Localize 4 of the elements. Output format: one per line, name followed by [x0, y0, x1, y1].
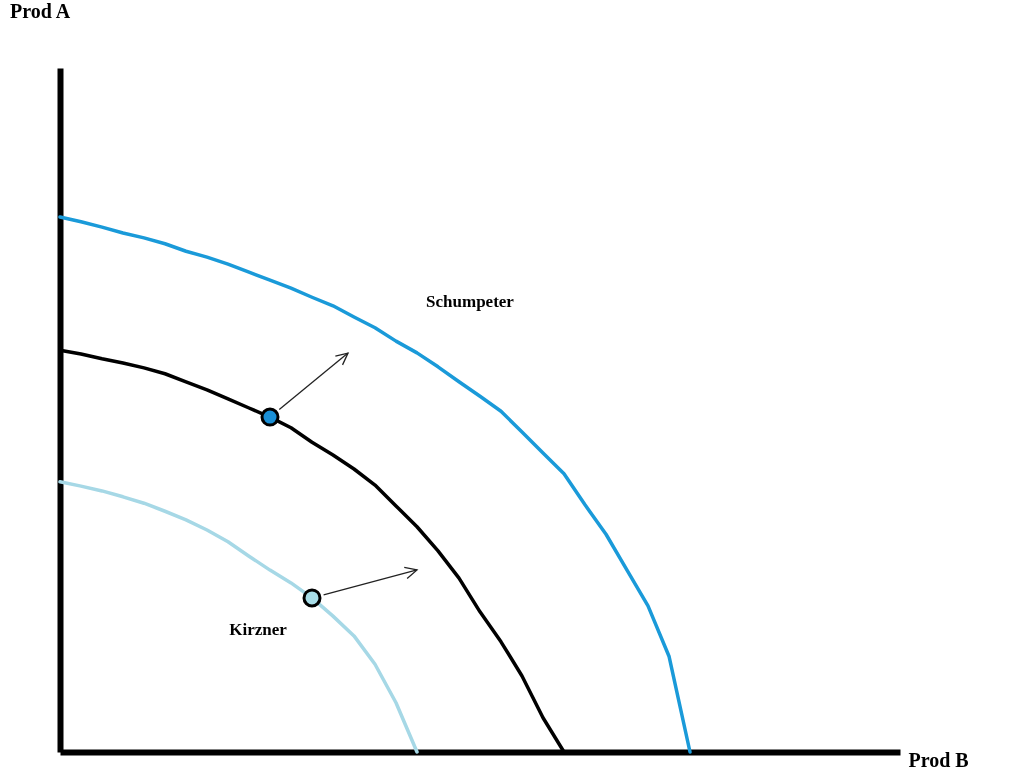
text: Schumpeter: [426, 291, 515, 311]
x-axis-title: Prod B: [908, 748, 969, 769]
series-label: Kirzner: [229, 620, 288, 640]
text: Prod A: [10, 0, 71, 22]
